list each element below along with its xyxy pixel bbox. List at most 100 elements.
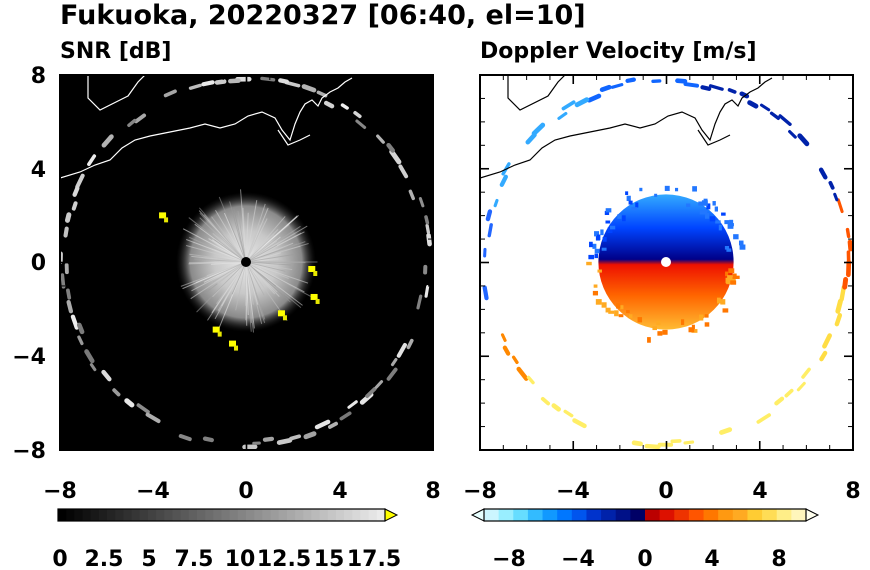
doppler-edge-speckle bbox=[617, 214, 622, 219]
doppler-ring-segment bbox=[493, 198, 499, 208]
snr-radial-streak bbox=[245, 261, 255, 329]
doppler-edge-speckle bbox=[718, 224, 722, 231]
snr-radial-streak bbox=[188, 261, 247, 265]
doppler-ring-segment bbox=[487, 223, 493, 238]
snr-saturated-spot bbox=[229, 340, 237, 347]
doppler-ring-segment bbox=[526, 375, 535, 385]
snr-saturated-spot bbox=[217, 331, 222, 337]
snr-panel: SNR [dB] 8 4 0 −4 −8 −8 −4 0 4 8 bbox=[12, 39, 440, 570]
snr-clutter-ring-segment bbox=[202, 436, 214, 443]
doppler-edge-speckle bbox=[626, 195, 631, 202]
doppler-edge-speckle bbox=[626, 309, 630, 314]
snr-colorbar-swatch bbox=[327, 509, 337, 521]
snr-clutter-ring-segment bbox=[289, 434, 302, 441]
doppler-ring-segment bbox=[531, 122, 546, 136]
doppler-colorbar-label: −8 bbox=[492, 547, 526, 570]
doppler-edge-speckle bbox=[592, 243, 597, 249]
snr-radial-streak bbox=[245, 216, 298, 263]
snr-radial-streak bbox=[245, 261, 303, 306]
snr-saturated-spot bbox=[277, 310, 285, 317]
snr-colorbar-swatch bbox=[295, 509, 304, 521]
doppler-edge-speckle bbox=[596, 234, 601, 241]
snr-clutter-ring-segment bbox=[77, 335, 84, 346]
doppler-edge-speckle bbox=[618, 314, 624, 318]
snr-radial-streak bbox=[218, 196, 247, 263]
doppler-ring-segment bbox=[675, 78, 688, 84]
doppler-ring-segment bbox=[644, 443, 661, 450]
doppler-edge-speckle bbox=[629, 314, 633, 319]
snr-radial-streak bbox=[199, 212, 247, 263]
snr-colorbar-swatch bbox=[147, 509, 157, 521]
snr-colorbar-swatch bbox=[66, 509, 75, 521]
snr-x-tick-label: 0 bbox=[238, 479, 253, 504]
doppler-ring-segment bbox=[631, 440, 643, 447]
doppler-ring-segment bbox=[833, 192, 839, 202]
doppler-edge-speckle bbox=[715, 220, 721, 224]
snr-colorbar-swatch bbox=[286, 509, 296, 521]
snr-colorbar-swatch bbox=[278, 509, 288, 521]
doppler-edge-speckle bbox=[698, 201, 703, 206]
snr-clutter-ring-segment bbox=[66, 299, 74, 314]
snr-colorbar-swatch bbox=[213, 509, 222, 521]
snr-colorbar-label: 12.5 bbox=[257, 547, 311, 570]
snr-radial-streak bbox=[231, 261, 247, 295]
doppler-edge-speckle bbox=[601, 302, 607, 308]
snr-radial-streak bbox=[245, 241, 306, 263]
snr-clutter-ring-segment bbox=[303, 431, 317, 440]
doppler-edge-speckle bbox=[729, 219, 734, 225]
snr-radial-streak bbox=[196, 261, 247, 313]
doppler-edge-speckle bbox=[594, 231, 600, 237]
doppler-colorbar-swatch bbox=[601, 509, 617, 521]
doppler-edge-speckle bbox=[631, 207, 638, 211]
doppler-ring-segment bbox=[774, 396, 785, 406]
doppler-colorbar-swatch bbox=[571, 509, 587, 521]
snr-radial-streak bbox=[245, 200, 258, 263]
snr-radial-streak bbox=[186, 245, 247, 263]
snr-clutter-ring-segment bbox=[66, 288, 72, 300]
doppler-colorbar-swatch bbox=[498, 509, 514, 521]
snr-clutter-ring-segment bbox=[374, 380, 384, 389]
doppler-ring-segment bbox=[835, 298, 843, 314]
doppler-edge-speckle bbox=[692, 186, 697, 192]
snr-radial-streak bbox=[245, 245, 301, 263]
snr-clutter-ring-segment bbox=[424, 215, 430, 225]
doppler-colorbar-label: 8 bbox=[771, 547, 786, 570]
snr-clutter-ring-segment bbox=[406, 338, 414, 350]
doppler-ring-segment bbox=[769, 111, 780, 120]
doppler-colorbar-swatch bbox=[703, 509, 719, 521]
snr-clutter-ring-segment bbox=[323, 100, 335, 109]
snr-clutter-ring-segment bbox=[301, 84, 317, 93]
snr-clutter-ring-segment bbox=[316, 90, 328, 98]
doppler-edge-speckle bbox=[706, 203, 711, 210]
doppler-ring-segment bbox=[788, 129, 797, 139]
doppler-edge-speckle bbox=[652, 326, 657, 331]
snr-clutter-ring-segment bbox=[178, 434, 192, 442]
doppler-edge-speckle bbox=[724, 245, 730, 250]
snr-clutter-ring-segment bbox=[328, 421, 338, 429]
doppler-edge-speckle bbox=[625, 191, 629, 195]
snr-radial-streak bbox=[188, 217, 247, 263]
doppler-edge-speckle bbox=[701, 200, 708, 206]
snr-radial-streak bbox=[245, 261, 265, 296]
doppler-colorbar-label: 0 bbox=[637, 547, 652, 570]
snr-clutter-ring-segment bbox=[127, 118, 137, 128]
doppler-edge-speckle bbox=[664, 185, 670, 191]
snr-clutter-ring-segment bbox=[112, 388, 121, 397]
snr-radial-streak bbox=[245, 261, 293, 271]
doppler-edge-speckle bbox=[616, 303, 621, 309]
snr-x-tick-label: 8 bbox=[425, 479, 440, 504]
doppler-edge-speckle bbox=[703, 198, 708, 203]
snr-clutter-ring-segment bbox=[355, 119, 367, 129]
doppler-panel: Doppler Velocity [m/s] −8 −4 0 4 8 bbox=[463, 39, 861, 570]
snr-clutter-ring-segment bbox=[124, 398, 135, 408]
snr-colorbar-swatch bbox=[335, 509, 345, 521]
doppler-edge-speckle bbox=[735, 275, 740, 279]
doppler-ring-segment bbox=[574, 97, 590, 108]
snr-colorbar-swatch bbox=[254, 509, 263, 521]
snr-colorbar-swatch bbox=[139, 509, 149, 521]
snr-radial-streak bbox=[245, 261, 286, 272]
doppler-edge-speckle bbox=[608, 310, 615, 314]
snr-radial-streak bbox=[245, 253, 295, 263]
snr-colorbar-extend-max bbox=[384, 508, 399, 522]
